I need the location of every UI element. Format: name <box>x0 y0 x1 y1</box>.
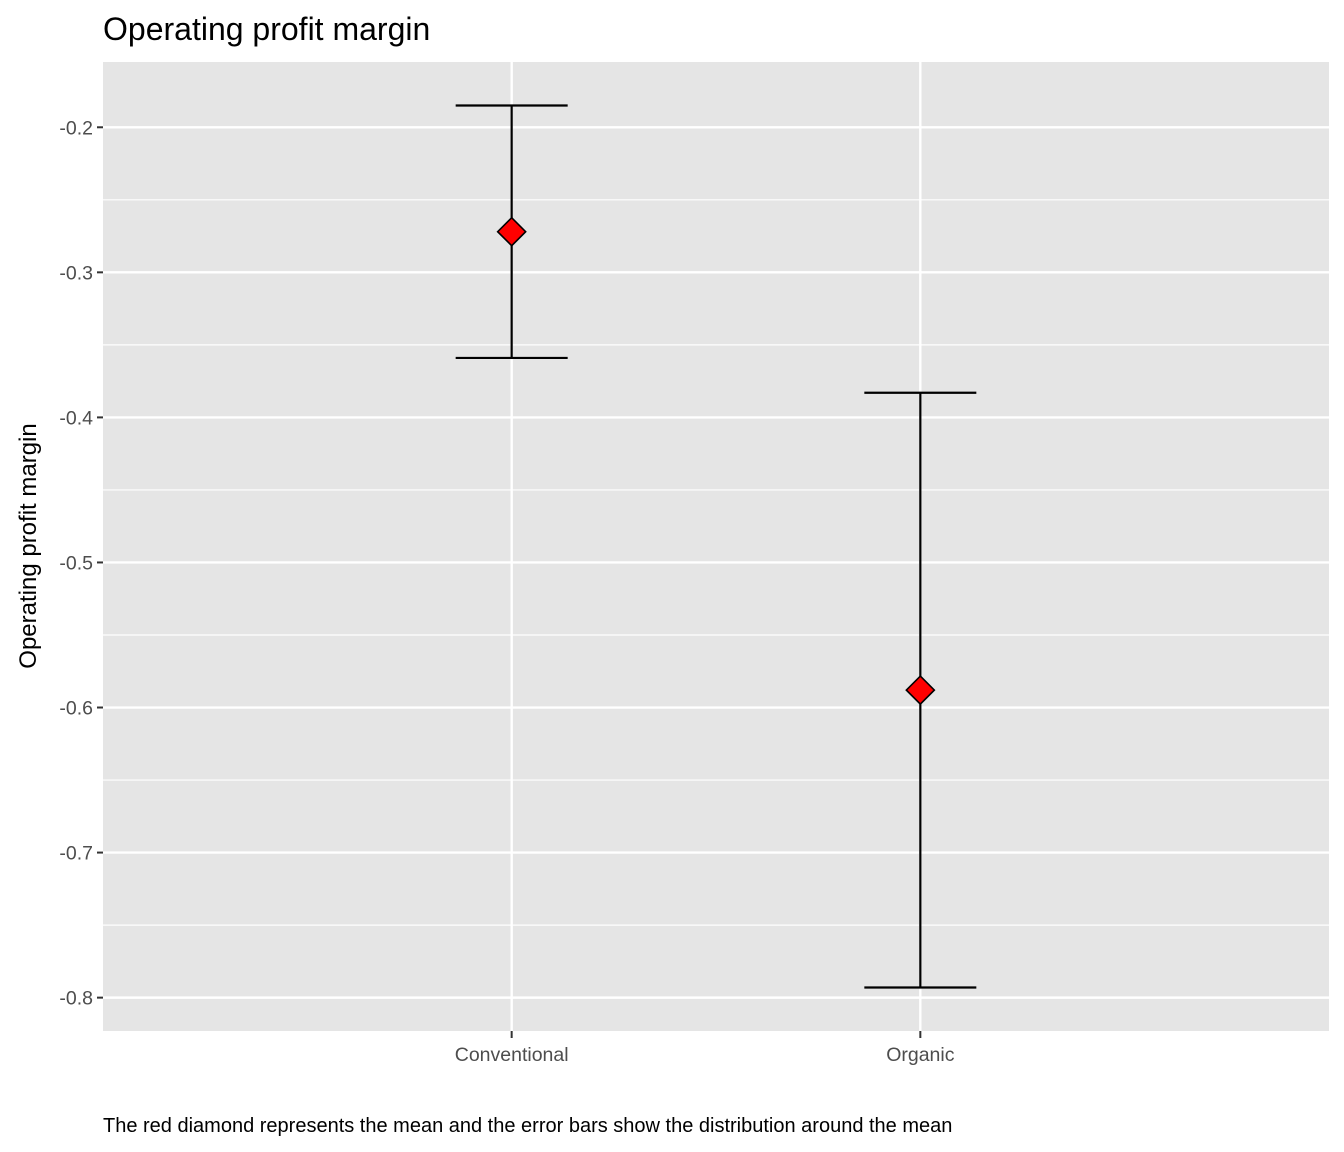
y-tick-label: -0.7 <box>59 843 93 865</box>
y-tick-label: -0.8 <box>59 988 93 1010</box>
x-tick-label: Conventional <box>455 1044 569 1066</box>
grid-major <box>103 62 1329 1031</box>
y-axis-title: Operating profit margin <box>15 423 42 668</box>
chart-title: Operating profit margin <box>103 11 430 47</box>
y-tick-label: -0.2 <box>59 117 93 139</box>
y-tick-label: -0.6 <box>59 698 93 720</box>
x-tick-label: Organic <box>886 1044 955 1066</box>
data-marks <box>455 104 977 989</box>
y-tick-label: -0.5 <box>59 552 93 574</box>
x-axis: Conventional Organic <box>455 1031 955 1066</box>
y-axis: -0.2 -0.3 -0.4 -0.5 -0.6 -0.7 -0.8 <box>59 117 103 1010</box>
mean-diamond <box>496 216 527 247</box>
mean-diamond <box>905 674 936 706</box>
y-tick-label: -0.4 <box>59 407 93 429</box>
plot-panel <box>103 62 1329 1031</box>
chart-caption: The red diamond represents the mean and … <box>103 1115 952 1137</box>
grid-minor <box>103 199 1329 926</box>
y-tick-label: -0.3 <box>59 262 93 284</box>
